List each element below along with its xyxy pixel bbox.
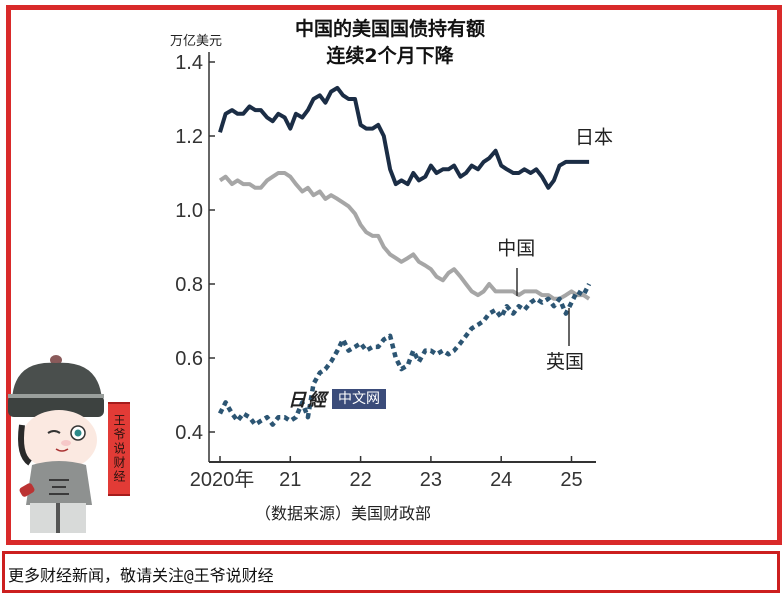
x-tick-label: 2020年 bbox=[190, 468, 255, 491]
series-label-china: 中国 bbox=[497, 237, 535, 259]
chart-title: 中国的美国国债持有额 连续2个月下降 bbox=[250, 16, 530, 70]
nikkei-logo: 日經 bbox=[288, 390, 328, 411]
series-lines bbox=[217, 85, 592, 427]
series-label-japan: 日本 bbox=[575, 126, 613, 148]
x-tick-label: 22 bbox=[349, 469, 371, 491]
nikkei-chinese-badge: 中文网 bbox=[332, 389, 386, 409]
series-line-中国 bbox=[218, 171, 591, 301]
data-source-note: （数据来源）美国财政部 bbox=[255, 504, 432, 523]
y-axis-unit: 万亿美元 bbox=[170, 34, 223, 49]
x-tick-label: 25 bbox=[560, 469, 582, 491]
series-line-英国 bbox=[217, 282, 592, 427]
x-tick-label: 23 bbox=[420, 469, 442, 491]
y-tick-label: 0.4 bbox=[175, 422, 203, 444]
y-tick-label: 1.2 bbox=[175, 126, 203, 148]
y-tick-label: 0.6 bbox=[175, 348, 203, 370]
chart-frame bbox=[6, 5, 782, 545]
nikkei-watermark: 日經 中文网 bbox=[288, 388, 386, 411]
footer-frame bbox=[2, 551, 780, 593]
title-line-2: 连续2个月下降 bbox=[326, 45, 454, 67]
y-tick-label: 1.0 bbox=[175, 200, 203, 222]
y-tick-label: 0.8 bbox=[175, 274, 203, 296]
series-label-uk: 英国 bbox=[546, 351, 584, 373]
x-tick-label: 24 bbox=[490, 469, 512, 491]
axes: 0.4 0.6 0.8 1.0 1.2 1.4 2020年 21 22 23 24 25 bbox=[175, 52, 596, 491]
footer-follow-text: 更多财经新闻，敬请关注@王爷说财经 bbox=[8, 566, 274, 585]
y-tick-label: 1.4 bbox=[175, 52, 203, 74]
series-line-日本 bbox=[218, 85, 590, 190]
mascot-banner: 王爷说财经 bbox=[108, 402, 130, 496]
x-tick-label: 21 bbox=[279, 469, 301, 491]
mascot-illustration bbox=[8, 355, 104, 533]
title-line-1: 中国的美国国债持有额 bbox=[294, 18, 485, 40]
